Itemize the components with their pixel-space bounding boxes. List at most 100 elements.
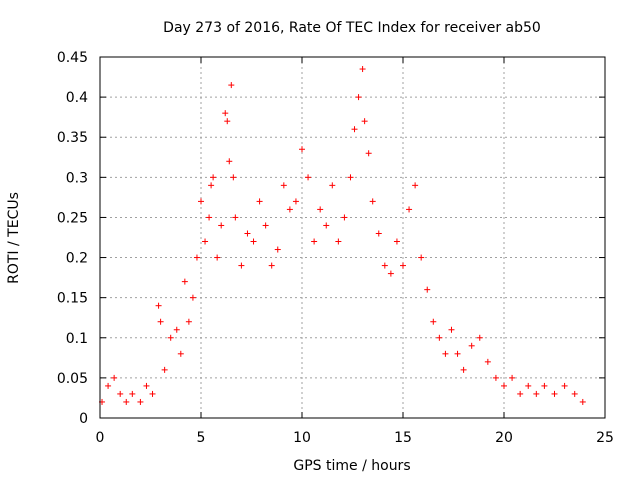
- data-point: [244, 230, 251, 237]
- data-point: [501, 382, 507, 389]
- data-point: [359, 66, 366, 73]
- y-tick-label: 0.4: [66, 90, 88, 106]
- data-point: [268, 262, 275, 269]
- data-points: [99, 66, 586, 405]
- data-point: [412, 182, 419, 189]
- data-point: [387, 270, 394, 277]
- data-point: [551, 390, 558, 397]
- data-point: [454, 350, 461, 357]
- data-point: [157, 318, 164, 325]
- data-point: [155, 302, 162, 309]
- data-point: [369, 198, 376, 205]
- x-tick-label: 5: [197, 430, 206, 446]
- data-point: [224, 118, 231, 125]
- data-point: [317, 206, 324, 213]
- data-point: [381, 262, 388, 269]
- data-point: [484, 358, 491, 365]
- data-point: [149, 390, 156, 397]
- data-point: [561, 382, 568, 389]
- data-point: [341, 214, 348, 221]
- data-point: [365, 150, 372, 157]
- data-point: [468, 342, 475, 349]
- data-point: [541, 382, 548, 389]
- data-point: [256, 198, 263, 205]
- x-tick-label: 20: [495, 430, 513, 446]
- data-point: [533, 390, 540, 397]
- y-tick-label: 0.45: [57, 50, 88, 66]
- data-point: [105, 382, 112, 389]
- data-point: [347, 174, 354, 181]
- data-point: [355, 94, 362, 101]
- data-point: [400, 262, 406, 269]
- data-point: [214, 254, 221, 261]
- data-point: [280, 182, 287, 189]
- y-tick-label: 0.25: [57, 210, 88, 226]
- data-point: [476, 334, 483, 341]
- data-point: [436, 334, 443, 341]
- data-point: [123, 398, 130, 405]
- data-point: [137, 398, 144, 405]
- y-tick-label: 0.15: [57, 291, 88, 307]
- data-point: [424, 286, 431, 293]
- data-point: [177, 350, 184, 357]
- data-point: [460, 366, 467, 373]
- data-point: [305, 174, 312, 181]
- data-point: [525, 382, 532, 389]
- data-point: [335, 238, 342, 245]
- data-point: [185, 318, 192, 325]
- data-point: [361, 118, 368, 125]
- data-point: [129, 390, 136, 397]
- data-point: [210, 174, 217, 181]
- data-point: [173, 326, 180, 333]
- data-point: [218, 222, 225, 229]
- data-point: [232, 214, 239, 221]
- data-point: [202, 238, 209, 245]
- data-point: [448, 326, 455, 333]
- data-point: [206, 214, 213, 221]
- x-axis-label: GPS time / hours: [293, 458, 410, 474]
- plot-frame: [99, 56, 606, 419]
- y-tick-label: 0: [79, 411, 88, 427]
- data-point: [299, 146, 305, 153]
- data-point: [418, 254, 425, 261]
- x-tick-label: 0: [96, 430, 105, 446]
- data-point: [375, 230, 382, 237]
- data-point: [117, 390, 124, 397]
- data-point: [579, 398, 586, 405]
- x-tick-label: 10: [293, 430, 311, 446]
- data-point: [286, 206, 293, 213]
- y-axis-label: ROTI / TECUs: [6, 192, 22, 284]
- data-point: [351, 126, 358, 133]
- data-point: [189, 294, 196, 301]
- x-tick-label: 25: [596, 430, 614, 446]
- y-axis-ticks: 0 0.05 0.1 0.15 0.2 0.25 0.3 0.35 0.4 0.45: [57, 50, 605, 427]
- y-tick-label: 0.35: [57, 130, 88, 146]
- data-point: [230, 174, 237, 181]
- data-point: [517, 390, 524, 397]
- data-point: [262, 222, 269, 229]
- data-point: [226, 158, 233, 165]
- data-point: [143, 382, 150, 389]
- data-point: [571, 390, 578, 397]
- y-tick-label: 0.05: [57, 371, 88, 387]
- data-point: [292, 198, 299, 205]
- data-point: [193, 254, 200, 261]
- data-point: [442, 350, 449, 357]
- grid-lines: [100, 57, 605, 418]
- data-point: [430, 318, 437, 325]
- data-point: [198, 198, 204, 205]
- data-point: [111, 374, 118, 381]
- data-point: [238, 262, 245, 269]
- x-axis-ticks: 0 5 10 15 20 25: [96, 57, 614, 446]
- chart-title: Day 273 of 2016, Rate Of TEC Index for r…: [163, 20, 541, 36]
- data-point: [222, 110, 229, 117]
- data-point: [492, 374, 499, 381]
- data-point: [167, 334, 174, 341]
- data-point: [329, 182, 336, 189]
- data-point: [323, 222, 330, 229]
- data-point: [250, 238, 257, 245]
- data-point: [228, 82, 235, 89]
- data-point: [406, 206, 413, 213]
- y-tick-label: 0.3: [66, 170, 88, 186]
